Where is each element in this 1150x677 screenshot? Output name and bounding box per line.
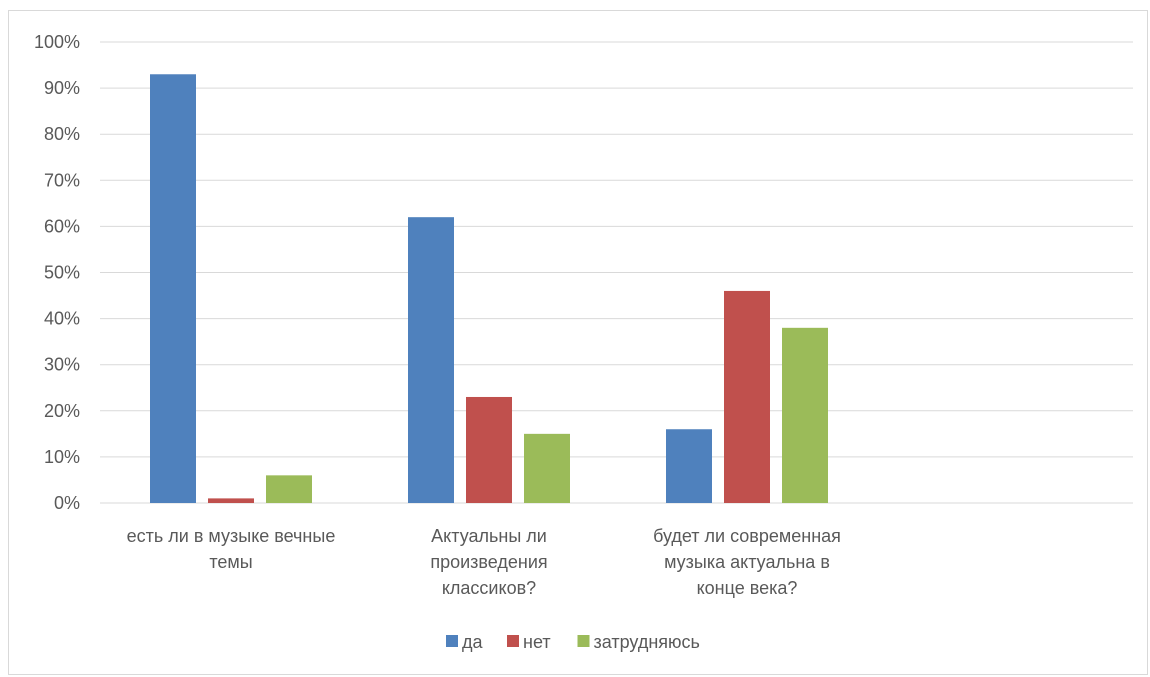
bar-2-1: [208, 498, 254, 503]
bar-2-3: [724, 290, 770, 503]
y-tick-label: 0%: [54, 493, 80, 513]
legend-label-1: да: [462, 632, 484, 652]
y-tick-label: 50%: [44, 263, 80, 283]
bar-1-2: [408, 217, 454, 503]
legend-label-2: нет: [523, 632, 551, 652]
y-tick-label: 80%: [44, 124, 80, 144]
bar-3-2: [524, 433, 570, 503]
y-tick-label: 70%: [44, 170, 80, 190]
bar-2-2: [466, 396, 512, 503]
x-category-label: есть ли в музыке вечные темы: [127, 526, 336, 572]
y-tick-label: 10%: [44, 447, 80, 467]
legend-swatch-2: [507, 635, 519, 647]
bar-3-3: [782, 327, 828, 503]
y-tick-label: 100%: [34, 32, 80, 52]
legend-swatch-1: [446, 635, 458, 647]
y-tick-label: 90%: [44, 78, 80, 98]
y-tick-label: 30%: [44, 355, 80, 375]
bar-1-3: [666, 429, 712, 503]
y-tick-label: 20%: [44, 401, 80, 421]
y-tick-label: 60%: [44, 216, 80, 236]
x-category-label: будет ли современная музыка актуальна в ко…: [653, 526, 841, 598]
bar-1-1: [150, 74, 196, 504]
bar-3-1: [266, 475, 312, 503]
chart-frame: [8, 10, 1148, 675]
legend-swatch-3: [577, 635, 590, 647]
legend-label-3: затрудняюсь: [594, 632, 700, 652]
x-category-label: Актуальны ли произведения классиков?: [430, 526, 547, 598]
y-tick-label: 40%: [44, 309, 80, 329]
